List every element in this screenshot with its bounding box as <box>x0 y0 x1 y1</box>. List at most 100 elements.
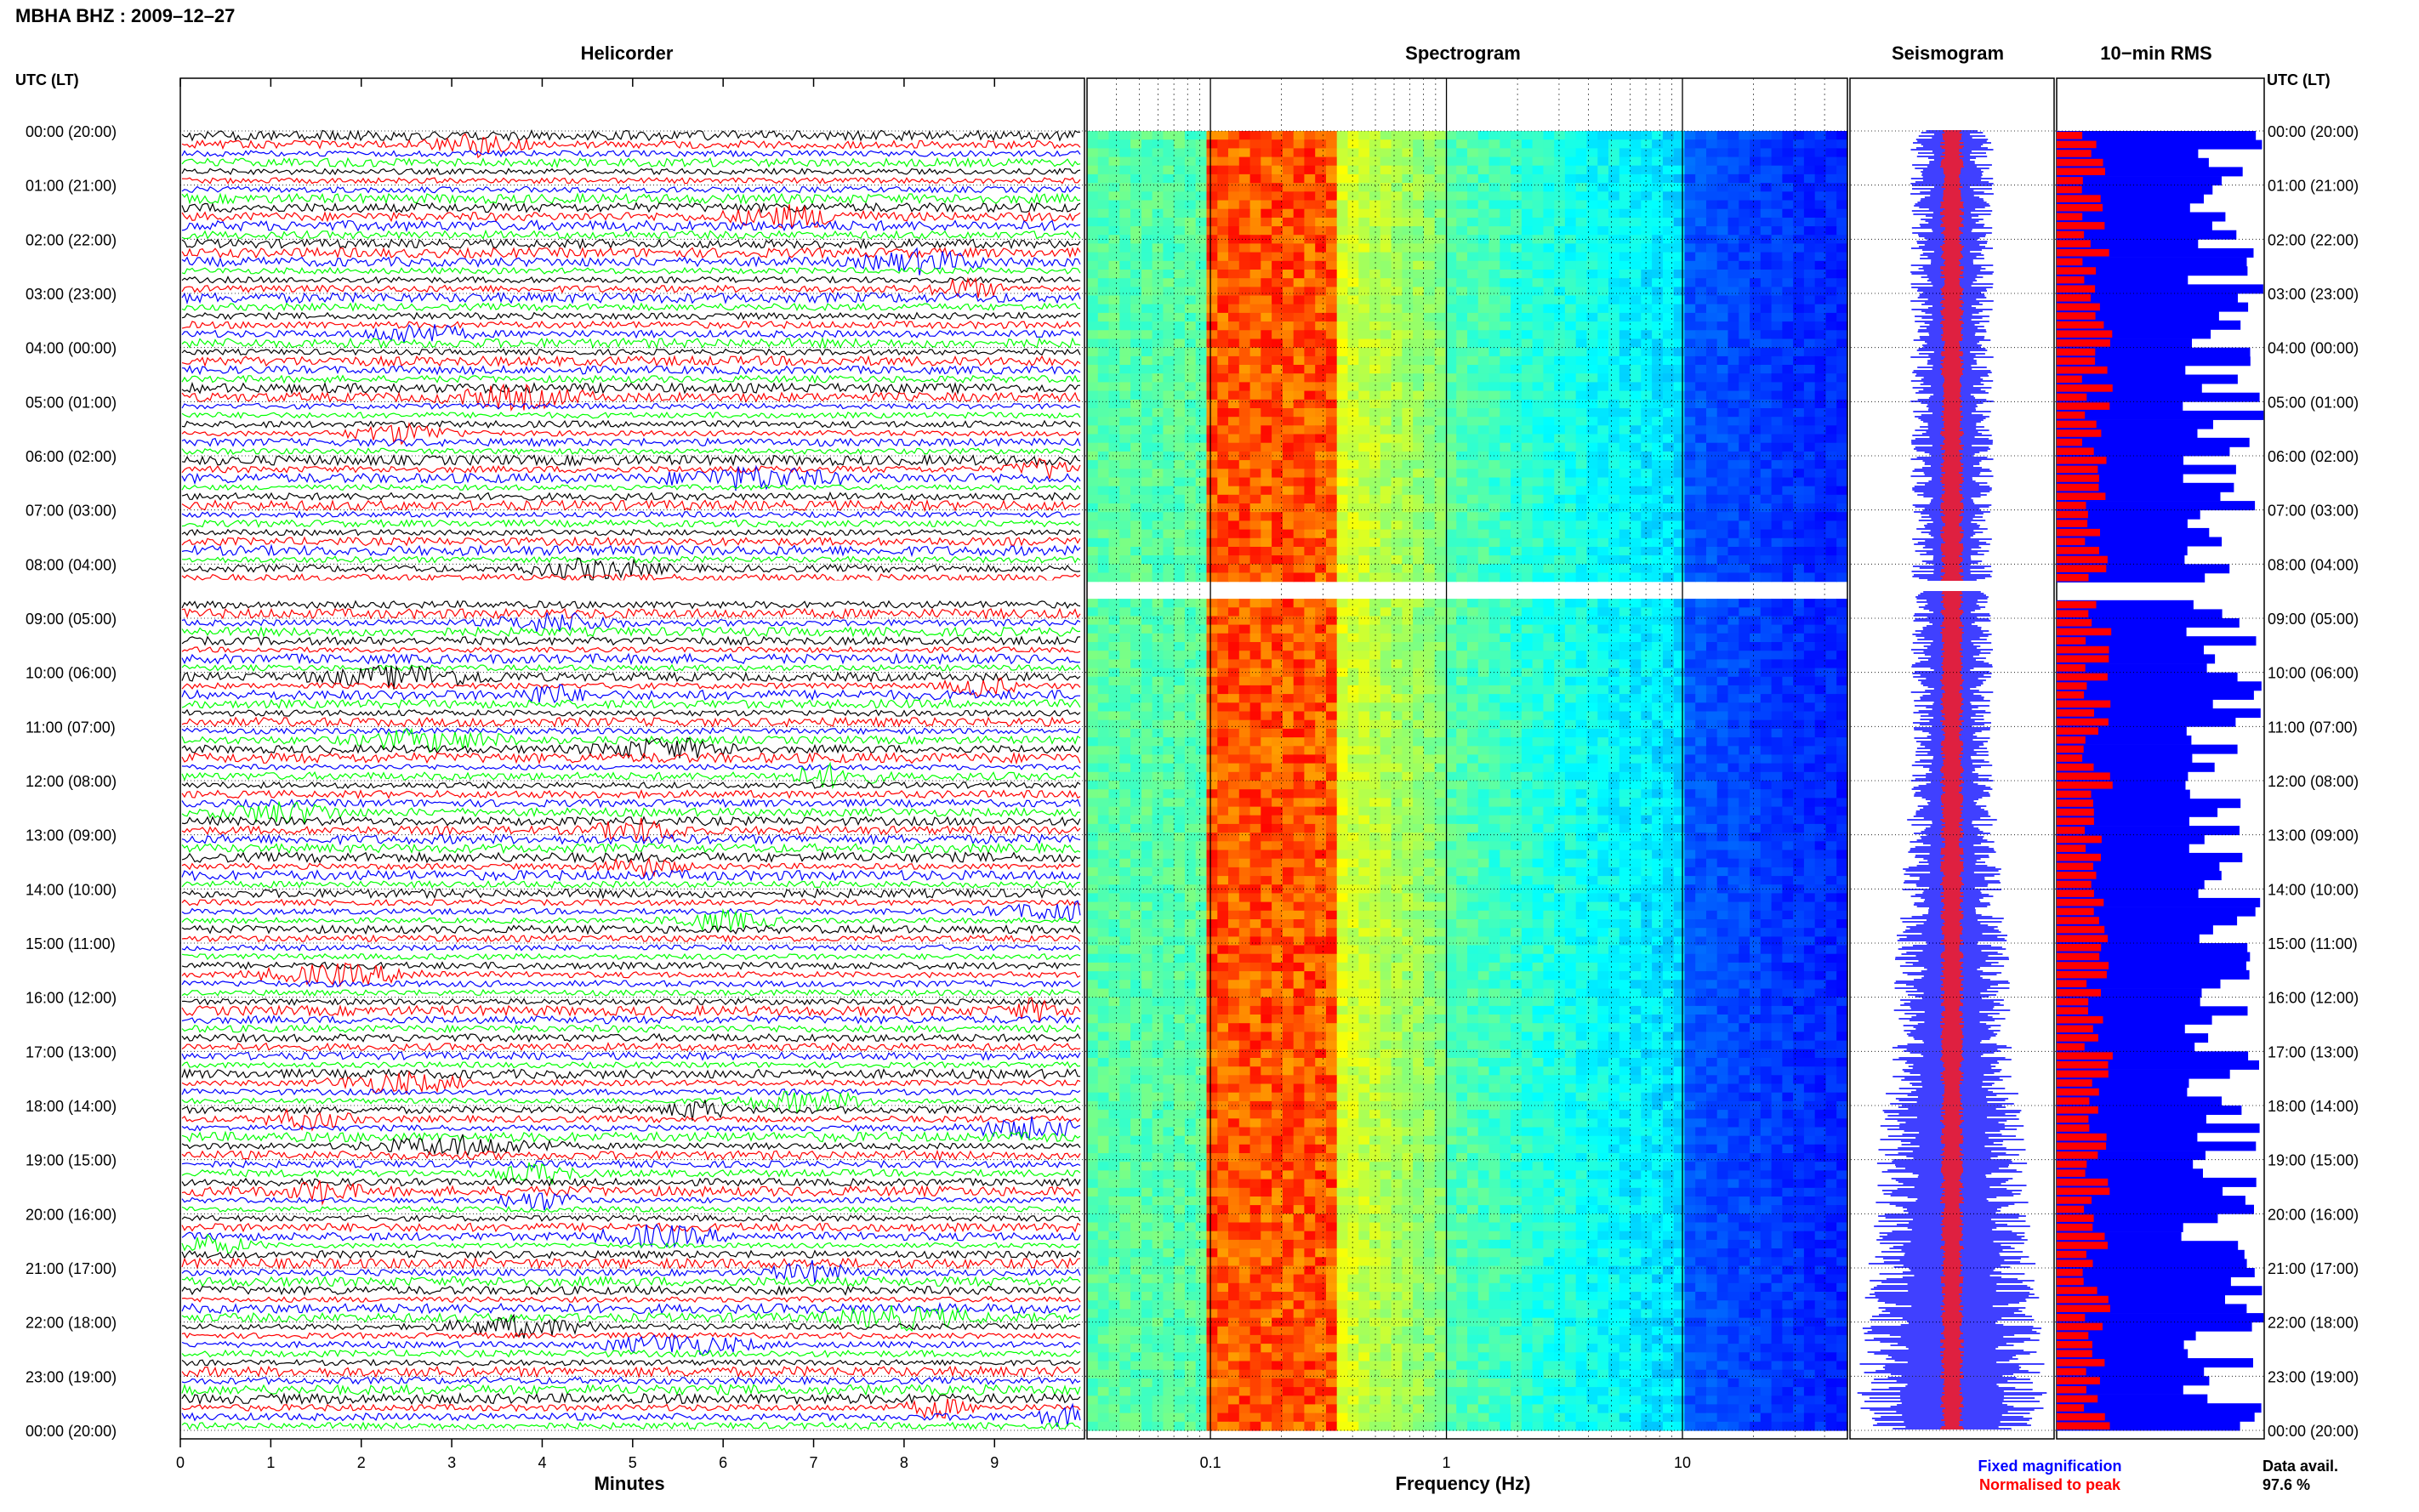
spectrogram-cell <box>1630 728 1642 738</box>
spectrogram-cell <box>1825 338 1837 349</box>
spectrogram-cell <box>1195 434 1208 444</box>
spectrogram-cell <box>1825 503 1837 513</box>
spectrogram-cell <box>1413 728 1425 738</box>
spectrogram-cell <box>1825 711 1837 721</box>
spectrogram-cell <box>1608 408 1620 418</box>
spectrogram-cell <box>1249 287 1261 297</box>
spectrogram-cell <box>1315 642 1327 651</box>
spectrogram-cell <box>1402 235 1414 244</box>
spectrogram-cell <box>1771 425 1783 435</box>
spectrogram-cell <box>1467 685 1479 695</box>
spectrogram-cell <box>1456 139 1468 149</box>
spectrogram-cell <box>1304 737 1316 747</box>
spectrogram-cell <box>1575 599 1588 608</box>
spectrogram-cell <box>1184 486 1197 496</box>
spectrogram-cell <box>1750 702 1762 713</box>
spectrogram-cell <box>1413 676 1425 686</box>
spectrogram-cell <box>1249 624 1261 634</box>
spectrogram-cell <box>1119 607 1131 617</box>
spectrogram-cell <box>1249 659 1261 669</box>
spectrogram-cell <box>1152 347 1164 357</box>
spectrogram-cell <box>1488 417 1500 426</box>
spectrogram-cell <box>1380 173 1392 184</box>
spectrogram-cell <box>1760 651 1773 660</box>
spectrogram-cell <box>1608 131 1620 140</box>
spectrogram-cell <box>1119 520 1131 531</box>
spectrogram-cell <box>1217 373 1229 383</box>
spectrogram-cell <box>1554 477 1566 487</box>
spectrogram-cell <box>1097 711 1110 721</box>
spectrogram-cell <box>1825 477 1837 487</box>
spectrogram-cell <box>1750 148 1762 158</box>
spectrogram-cell <box>1423 208 1436 219</box>
spectrogram-cell <box>1445 183 1457 192</box>
spectrogram-cell <box>1695 616 1707 626</box>
spectrogram-cell <box>1163 668 1175 678</box>
spectrogram-cell <box>1174 520 1186 531</box>
spectrogram-cell <box>1434 633 1447 643</box>
spectrogram-cell <box>1532 555 1544 565</box>
spectrogram-cell <box>1825 572 1837 583</box>
spectrogram-cell <box>1413 148 1425 158</box>
spectrogram-cell <box>1477 183 1490 192</box>
spectrogram-cell <box>1727 434 1739 444</box>
spectrogram-cell <box>1825 599 1837 608</box>
spectrogram-cell <box>1130 425 1142 435</box>
spectrogram-cell <box>1467 183 1479 192</box>
spectrogram-cell <box>1184 659 1197 669</box>
spectrogram-cell <box>1739 607 1750 617</box>
spectrogram-cell <box>1652 694 1664 703</box>
spectrogram-cell <box>1597 442 1609 452</box>
spectrogram-cell <box>1326 616 1338 626</box>
spectrogram-cell <box>1575 148 1588 158</box>
spectrogram-cell <box>1293 312 1306 322</box>
spectrogram-cell <box>1803 642 1816 651</box>
helicorder-trace <box>181 1285 1081 1297</box>
spectrogram-cell <box>1739 173 1750 184</box>
spectrogram-cell <box>1814 260 1827 270</box>
spectrogram-cell <box>1641 520 1653 531</box>
spectrogram-cell <box>1261 347 1272 357</box>
spectrogram-cell <box>1662 624 1675 634</box>
spectrogram-cell <box>1217 460 1229 469</box>
spectrogram-cell <box>1641 200 1653 210</box>
spectrogram-cell <box>1477 200 1490 210</box>
spectrogram-cell <box>1684 607 1696 617</box>
spectrogram-cell <box>1195 529 1208 539</box>
helicorder-trace <box>181 156 1081 168</box>
spectrogram-cell <box>1793 659 1805 669</box>
spectrogram-cell <box>1695 382 1707 392</box>
spectrogram-cell <box>1619 399 1631 409</box>
spectrogram-cell <box>1803 312 1816 322</box>
spectrogram-cell <box>1238 503 1251 513</box>
spectrogram-cell <box>1108 547 1120 556</box>
spectrogram-cell <box>1630 486 1642 496</box>
spectrogram-cell <box>1184 469 1197 479</box>
spectrogram-cell <box>1293 425 1306 435</box>
spectrogram-cell <box>1488 719 1500 730</box>
spectrogram-cell <box>1521 555 1534 565</box>
spectrogram-cell <box>1402 702 1414 713</box>
spectrogram-cell <box>1358 312 1370 322</box>
spectrogram-cell <box>1684 547 1696 556</box>
helicorder-trace <box>181 1376 1081 1386</box>
spectrogram-cell <box>1206 624 1218 634</box>
spectrogram-cell <box>1108 312 1120 322</box>
spectrogram-cell <box>1282 131 1295 140</box>
spectrogram-cell <box>1641 460 1653 469</box>
spectrogram-cell <box>1814 537 1827 548</box>
spectrogram-cell <box>1488 243 1500 253</box>
spectrogram-cell <box>1803 390 1816 401</box>
spectrogram-cell <box>1825 555 1837 565</box>
spectrogram-cell <box>1727 148 1739 158</box>
spectrogram-cell <box>1402 200 1414 210</box>
spectrogram-cell <box>1097 564 1110 574</box>
spectrogram-cell <box>1130 355 1142 366</box>
spectrogram-cell <box>1706 304 1718 314</box>
spectrogram-cell <box>1282 711 1295 721</box>
helicorder-trace <box>181 1149 1081 1162</box>
spectrogram-cell <box>1771 208 1783 219</box>
spectrogram-cell <box>1836 633 1848 643</box>
spectrogram-cell <box>1467 243 1479 253</box>
spectrogram-cell <box>1293 373 1306 383</box>
